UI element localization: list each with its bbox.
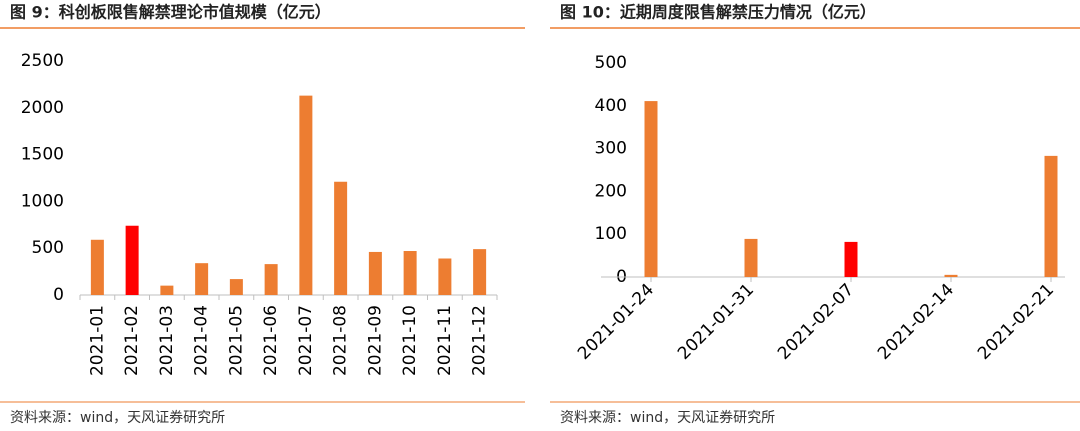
bar <box>403 251 417 295</box>
x-tick-label: 2021-10 <box>400 305 420 376</box>
y-tick-label: 1500 <box>21 145 64 165</box>
x-tick-label: 2021-03 <box>157 305 177 376</box>
bar <box>944 274 958 277</box>
y-tick-label: 300 <box>595 139 627 159</box>
x-tick-label: 2021-02 <box>122 305 142 376</box>
bar <box>644 101 658 277</box>
source: 资料来源：wind，天风证券研究所 <box>10 410 225 426</box>
bar <box>125 225 139 295</box>
y-tick-label: 0 <box>53 285 64 305</box>
x-tick-label: 2021-02-21 <box>974 280 1058 364</box>
x-tick-label: 2021-09 <box>365 305 385 376</box>
x-tick-label: 2021-02-07 <box>774 280 858 364</box>
x-tick-label: 2021-01-24 <box>574 280 658 364</box>
x-tick-label: 2021-06 <box>261 305 281 376</box>
y-tick-label: 400 <box>595 96 627 116</box>
y-tick-label: 500 <box>32 238 64 258</box>
bar <box>299 95 313 295</box>
y-tick-label: 2000 <box>21 98 64 118</box>
x-tick-label: 2021-04 <box>192 305 212 376</box>
x-tick-label: 2021-07 <box>296 305 316 376</box>
bar <box>1044 155 1058 277</box>
bar <box>368 251 382 295</box>
bar <box>438 258 452 295</box>
chart-title: 图 9：科创板限售解禁理论市值规模（亿元） <box>10 3 331 22</box>
bar <box>264 264 278 295</box>
y-tick-label: 2500 <box>21 51 64 71</box>
bar <box>229 279 243 295</box>
y-tick-label: 100 <box>595 224 627 244</box>
bar <box>90 239 104 295</box>
y-tick-label: 200 <box>595 181 627 201</box>
x-tick-label: 2021-08 <box>331 305 351 376</box>
bar <box>744 238 758 277</box>
bar <box>844 241 858 277</box>
x-tick-label: 2021-01 <box>87 305 107 376</box>
bar <box>334 181 348 295</box>
source: 资料来源：wind，天风证券研究所 <box>560 410 775 426</box>
x-tick-label: 2021-12 <box>470 305 490 376</box>
x-tick-label: 2021-11 <box>435 305 455 376</box>
bar <box>160 285 174 295</box>
bar <box>473 249 487 295</box>
y-tick-label: 1000 <box>21 191 64 211</box>
x-tick-label: 2021-05 <box>226 305 246 376</box>
x-tick-label: 2021-01-31 <box>674 280 758 364</box>
x-tick-label: 2021-02-14 <box>874 280 958 364</box>
y-tick-label: 500 <box>595 53 627 73</box>
bar <box>195 263 209 295</box>
chart-title: 图 10：近期周度限售解禁压力情况（亿元） <box>560 3 876 22</box>
